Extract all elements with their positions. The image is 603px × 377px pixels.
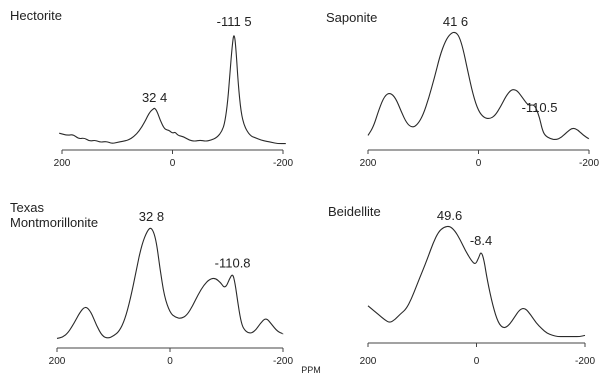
x-tick-label: -200 — [575, 356, 595, 367]
peak-label: -111 5 — [217, 14, 252, 29]
peak-label: -8.4 — [470, 233, 492, 248]
panel-beidellite: Beidellite 49.6 -8.4 200 0 -200 — [328, 204, 595, 367]
peak-label: 41 6 — [443, 14, 468, 29]
spectrum-line — [367, 31, 590, 141]
panel-texas-montmorillonite: Texas Montmorillonite 32 8 -110.8 200 0 … — [10, 200, 293, 367]
spectrum-line — [59, 35, 286, 145]
x-tick-label: 200 — [360, 356, 377, 367]
x-tick-label: 200 — [49, 356, 66, 367]
spectrum-line — [367, 225, 586, 338]
x-tick-label: -200 — [273, 158, 293, 169]
panel-title-line-1: Texas — [10, 200, 44, 215]
x-tick-label: 200 — [360, 158, 377, 169]
x-axis-ticks — [61, 150, 284, 154]
panel-title: Saponite — [326, 10, 377, 25]
x-tick-label: 0 — [476, 158, 482, 169]
peak-label: 49.6 — [437, 208, 462, 223]
peak-label: 32 8 — [139, 209, 164, 224]
x-tick-label: -200 — [579, 158, 599, 169]
spectrum-line — [56, 227, 284, 339]
x-axis-ticks — [367, 343, 586, 347]
x-axis-ticks — [367, 150, 590, 154]
x-tick-label: 0 — [474, 356, 480, 367]
panel-title-line-2: Montmorillonite — [10, 215, 98, 230]
panel-hectorite: Hectorite 32 4 -111 5 200 0 -200 — [10, 8, 293, 169]
panel-title: Beidellite — [328, 204, 381, 219]
panel-title: Hectorite — [10, 8, 62, 23]
x-tick-label: -200 — [273, 356, 293, 367]
panel-saponite: Saponite 41 6 -110.5 200 0 -200 — [326, 10, 599, 169]
peak-label: 32 4 — [142, 90, 167, 105]
x-tick-label: 200 — [54, 158, 71, 169]
x-tick-label: 0 — [170, 158, 176, 169]
x-tick-label: 0 — [167, 356, 173, 367]
x-axis-ticks — [56, 348, 284, 352]
peak-label: -110.8 — [215, 255, 251, 270]
peak-label: -110.5 — [522, 100, 558, 115]
x-axis-label: PPM — [301, 365, 321, 375]
